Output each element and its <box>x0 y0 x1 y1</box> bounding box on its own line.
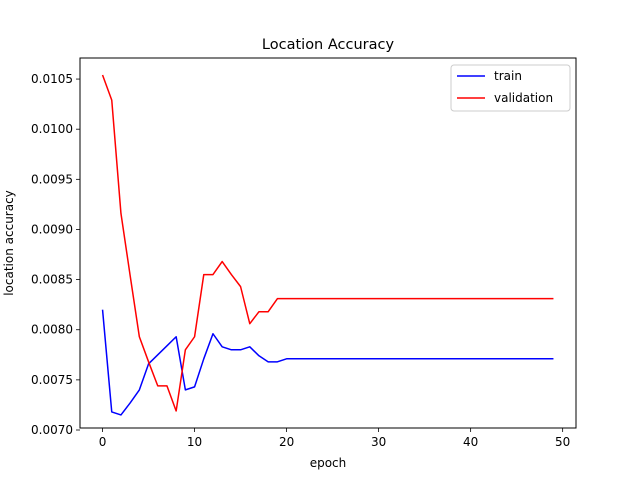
x-tick-label: 40 <box>463 435 478 449</box>
y-tick-label: 0.0100 <box>31 122 73 136</box>
series-line-validation <box>101 74 554 412</box>
chart-title: Location Accuracy <box>262 37 395 53</box>
y-ticks: 0.0070 0.0075 0.0080 0.0085 0.0090 0.0095 0.01… <box>31 72 80 437</box>
y-axis-label: location accuracy <box>2 190 16 296</box>
plot-lines <box>101 74 554 416</box>
legend: train validation <box>450 64 571 112</box>
y-tick-label: 0.0095 <box>31 172 73 186</box>
series-line-train <box>101 309 554 416</box>
x-tick-label: 10 <box>187 435 202 449</box>
y-tick-label: 0.0075 <box>31 373 73 387</box>
x-tick-label: 0 <box>99 435 107 449</box>
x-tick-label: 20 <box>279 435 294 449</box>
plot-frame <box>79 57 577 429</box>
legend-label-train: train <box>494 69 522 83</box>
x-tick-label: 50 <box>555 435 570 449</box>
y-tick-label: 0.0105 <box>31 72 73 86</box>
y-tick-label: 0.0085 <box>31 273 73 287</box>
x-ticks: 0 10 20 30 40 50 <box>99 428 570 449</box>
legend-label-validation: validation <box>494 91 553 105</box>
y-tick-label: 0.0080 <box>31 323 73 337</box>
x-axis-label: epoch <box>310 456 347 470</box>
y-tick-label: 0.0090 <box>31 222 73 236</box>
y-tick-label: 0.0070 <box>31 423 73 437</box>
x-tick-label: 30 <box>371 435 386 449</box>
